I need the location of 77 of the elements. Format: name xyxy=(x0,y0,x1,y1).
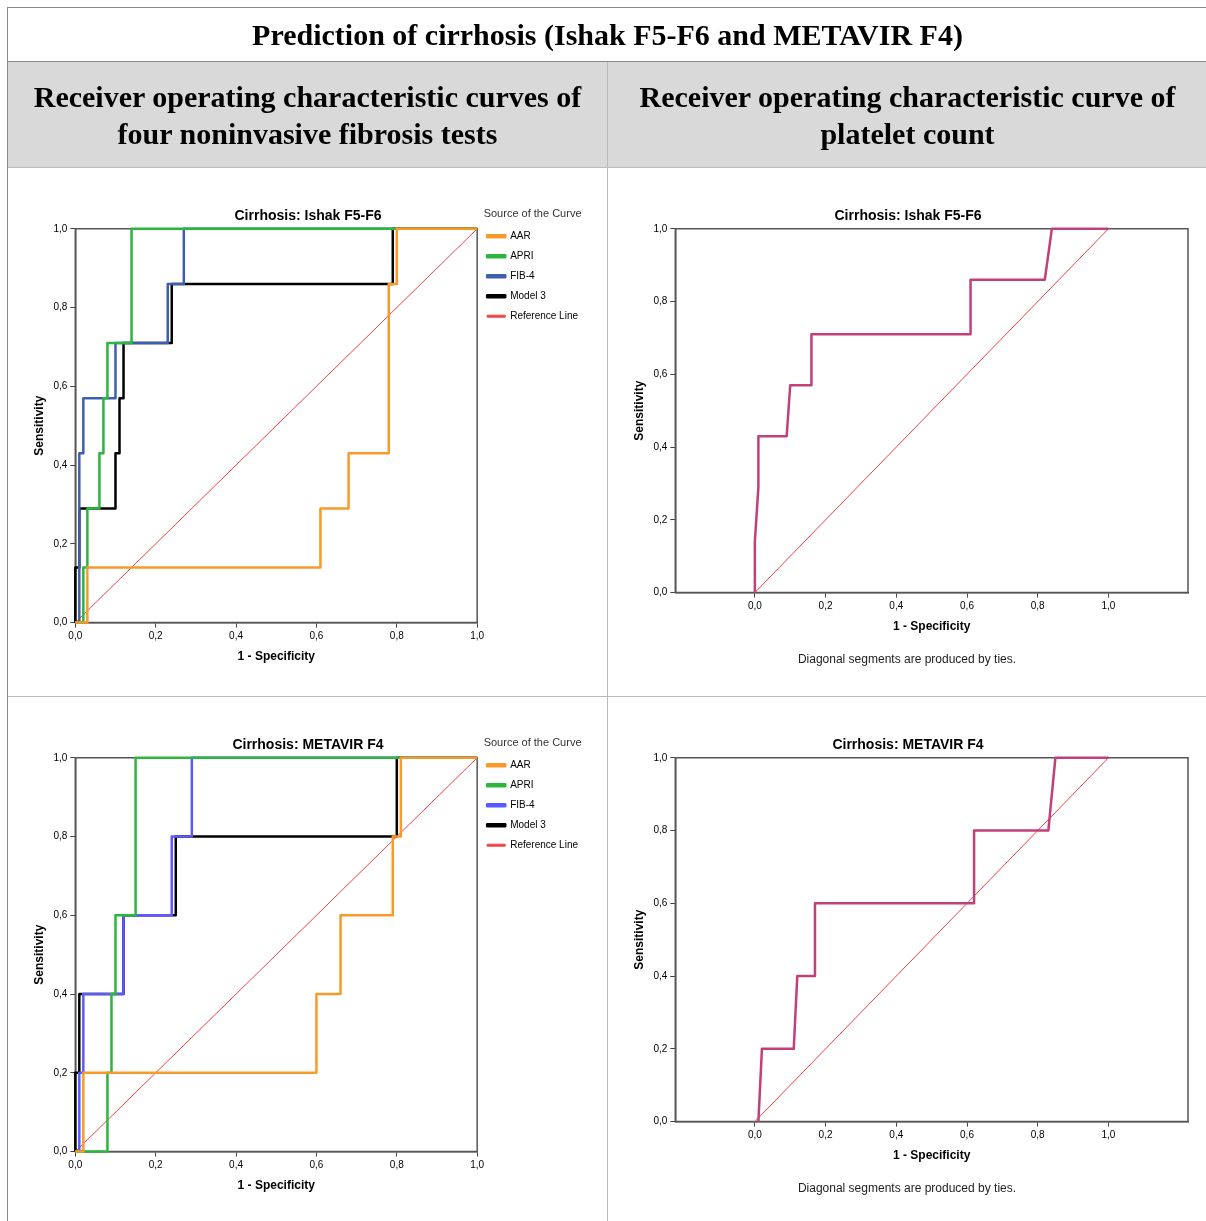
x-tick-label: 0,0 xyxy=(747,600,763,612)
y-tick-label: 0,8 xyxy=(53,830,68,842)
y-tick-label: 0,6 xyxy=(53,380,68,392)
y-tick-label: 0,2 xyxy=(53,1066,68,1078)
y-tick-label: 0,8 xyxy=(653,295,668,307)
y-tick-label: 0,2 xyxy=(653,513,668,525)
x-tick-label: 0,4 xyxy=(229,1159,244,1171)
legend-label: APRI xyxy=(510,249,534,261)
y-tick-label: 0,6 xyxy=(653,897,668,909)
y-tick-label: 0,8 xyxy=(53,301,68,313)
x-axis-title: 1 - Specificity xyxy=(892,1148,971,1163)
x-tick-label: 0,4 xyxy=(229,630,244,642)
y-tick-label: 0,2 xyxy=(653,1042,668,1054)
legend-label: FIB-4 xyxy=(510,269,536,281)
x-tick-label: 0,6 xyxy=(309,1159,324,1171)
y-tick-label: 0,6 xyxy=(653,368,668,380)
y-tick-label: 0,0 xyxy=(53,616,68,628)
x-tick-label: 0,2 xyxy=(148,1159,164,1171)
text: Diagonal segments are produced by ties. xyxy=(796,652,1018,666)
x-tick-label: 0,8 xyxy=(1030,600,1046,612)
y-tick-label: 0,0 xyxy=(653,1115,668,1127)
x-tick-label: 0,4 xyxy=(889,1129,904,1141)
y-tick-label: 0,4 xyxy=(653,440,668,452)
y-tick-label: 0,0 xyxy=(653,586,668,598)
y-axis-title: Sensitivity xyxy=(631,909,646,970)
x-tick-label: 0,8 xyxy=(389,1159,405,1171)
legend-label: AAR xyxy=(510,758,531,770)
legend-label: Reference Line xyxy=(510,309,579,321)
y-tick-label: 0,8 xyxy=(653,824,668,836)
chart-title: Cirrhosis: Ishak F5-F6 xyxy=(234,207,382,224)
x-tick-label: 0,2 xyxy=(148,630,164,642)
y-axis-title: Sensitivity xyxy=(31,395,46,456)
text: Receiver operating characteristic curve of platelet count xyxy=(607,62,1206,167)
x-tick-label: 1,0 xyxy=(1101,600,1116,612)
text: Prediction of cirrhosis (Ishak F5-F6 and METAVIR F4) xyxy=(8,8,1206,62)
y-tick-label: 0,4 xyxy=(53,458,68,470)
legend-label: AAR xyxy=(510,229,531,241)
x-tick-label: 0,6 xyxy=(960,600,975,612)
x-tick-label: 0,0 xyxy=(68,1159,83,1171)
y-axis-title: Sensitivity xyxy=(31,924,46,985)
y-tick-label: 0,4 xyxy=(53,987,68,999)
legend-label: Reference Line xyxy=(510,838,579,850)
x-tick-label: 0,2 xyxy=(818,1129,833,1141)
legend-label: FIB-4 xyxy=(510,798,536,810)
legend-title: Source of the Curve xyxy=(483,206,582,219)
y-tick-label: 1,0 xyxy=(653,751,668,763)
x-tick-label: 0,6 xyxy=(309,630,324,642)
x-tick-label: 0,8 xyxy=(389,630,405,642)
text: Receiver operating characteristic curves of four noninvasive fibrosis tests xyxy=(32,78,583,152)
x-tick-label: 0,0 xyxy=(68,630,83,642)
x-tick-label: 1,0 xyxy=(470,1159,485,1171)
chart-title: Cirrhosis: METAVIR F4 xyxy=(832,736,984,753)
chart-title: Cirrhosis: METAVIR F4 xyxy=(232,736,384,753)
x-tick-label: 0,4 xyxy=(889,600,904,612)
x-tick-label: 0,0 xyxy=(747,1129,763,1141)
x-tick-label: 0,6 xyxy=(960,1129,975,1141)
legend-label: Model 3 xyxy=(510,818,547,830)
y-tick-label: 0,6 xyxy=(53,909,68,921)
y-tick-label: 0,4 xyxy=(653,969,668,981)
y-tick-label: 1,0 xyxy=(53,751,68,763)
legend-label: APRI xyxy=(510,778,534,790)
x-tick-label: 1,0 xyxy=(470,630,485,642)
x-axis-title: 1 - Specificity xyxy=(237,1178,316,1193)
x-axis-title: 1 - Specificity xyxy=(892,619,971,634)
legend-title: Source of the Curve xyxy=(483,735,582,748)
legend-label: Model 3 xyxy=(510,289,547,301)
text: Diagonal segments are produced by ties. xyxy=(796,1181,1018,1195)
x-tick-label: 0,2 xyxy=(818,600,833,612)
y-tick-label: 0,2 xyxy=(53,537,68,549)
x-tick-label: 1,0 xyxy=(1101,1129,1116,1141)
x-tick-label: 0,8 xyxy=(1030,1129,1046,1141)
chart-title: Cirrhosis: Ishak F5-F6 xyxy=(834,207,982,224)
y-axis-title: Sensitivity xyxy=(631,380,646,441)
x-axis-title: 1 - Specificity xyxy=(237,649,316,664)
y-tick-label: 1,0 xyxy=(653,222,668,234)
y-tick-label: 0,0 xyxy=(53,1145,68,1157)
y-tick-label: 1,0 xyxy=(53,222,68,234)
